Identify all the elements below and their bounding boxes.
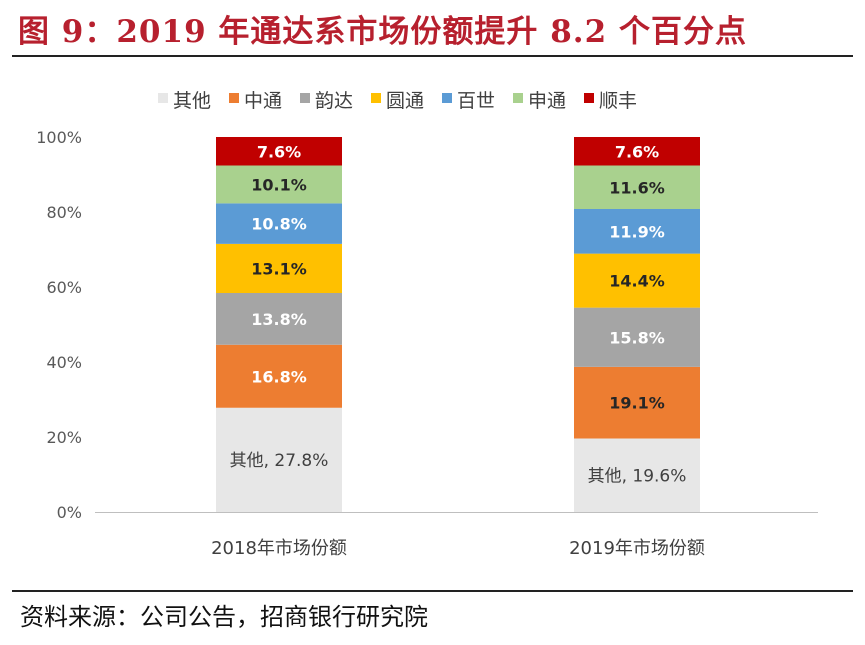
bar-segment bbox=[216, 203, 342, 244]
data-label: 10.8% bbox=[251, 215, 307, 234]
data-label: 13.1% bbox=[251, 259, 307, 278]
legend-label: 申通 bbox=[528, 90, 566, 112]
legend-label: 中通 bbox=[244, 90, 282, 112]
legend-swatch bbox=[584, 93, 594, 103]
stacked-bar-chart: 0% 20% 40% 60% 80% 100% 其他, 27.8% 16.8% 13.8% 13.… bbox=[36, 90, 818, 559]
source-note: 资料来源：公司公告，招商银行研究院 bbox=[20, 603, 428, 631]
bar-segment bbox=[574, 366, 700, 439]
bar-segment bbox=[216, 293, 342, 345]
legend-swatch bbox=[442, 93, 452, 103]
y-tick-label: 20% bbox=[46, 428, 82, 447]
y-tick-label: 80% bbox=[46, 203, 82, 222]
legend-swatch bbox=[513, 93, 523, 103]
data-label: 10.1% bbox=[251, 175, 307, 194]
legend-swatch bbox=[158, 93, 168, 103]
bar-segment bbox=[574, 253, 700, 308]
legend-label: 韵达 bbox=[315, 90, 353, 112]
bar-segment bbox=[216, 243, 342, 293]
legend-label: 顺丰 bbox=[599, 90, 637, 112]
data-label: 14.4% bbox=[609, 272, 665, 291]
y-tick-label: 100% bbox=[36, 128, 82, 147]
data-label: 其他, 27.8% bbox=[230, 451, 329, 471]
title-rule bbox=[12, 55, 853, 57]
y-tick-label: 0% bbox=[57, 503, 82, 522]
legend-label: 其他 bbox=[173, 90, 211, 112]
bar-segment bbox=[216, 344, 342, 408]
y-tick-label: 40% bbox=[46, 353, 82, 372]
bar-segment bbox=[216, 165, 342, 204]
bar-segment bbox=[216, 137, 342, 166]
bar-segment bbox=[574, 438, 700, 512]
bar-segment bbox=[574, 209, 700, 254]
data-label: 13.8% bbox=[251, 310, 307, 329]
legend-label: 圆通 bbox=[386, 90, 424, 112]
bar-segment bbox=[574, 307, 700, 367]
data-label: 16.8% bbox=[251, 367, 307, 386]
x-tick-label: 2018年市场份额 bbox=[211, 538, 347, 559]
legend-swatch bbox=[371, 93, 381, 103]
data-label: 11.6% bbox=[609, 178, 665, 197]
bar-segment bbox=[574, 137, 700, 166]
legend-label: 百世 bbox=[457, 90, 495, 112]
data-label: 19.1% bbox=[609, 394, 665, 413]
chart-title: 图 9：2019 年通达系市场份额提升 8.2 个百分点 bbox=[18, 14, 747, 50]
legend-swatch bbox=[300, 93, 310, 103]
data-label: 7.6% bbox=[615, 142, 659, 161]
legend-swatch bbox=[229, 93, 239, 103]
bar-segment bbox=[216, 407, 342, 512]
data-label: 15.8% bbox=[609, 328, 665, 347]
data-label: 11.9% bbox=[609, 222, 665, 241]
source-rule bbox=[12, 590, 853, 592]
bar-segment bbox=[574, 165, 700, 209]
x-tick-label: 2019年市场份额 bbox=[569, 538, 705, 559]
data-label: 其他, 19.6% bbox=[588, 466, 687, 486]
y-tick-label: 60% bbox=[46, 278, 82, 297]
data-label: 7.6% bbox=[257, 142, 301, 161]
